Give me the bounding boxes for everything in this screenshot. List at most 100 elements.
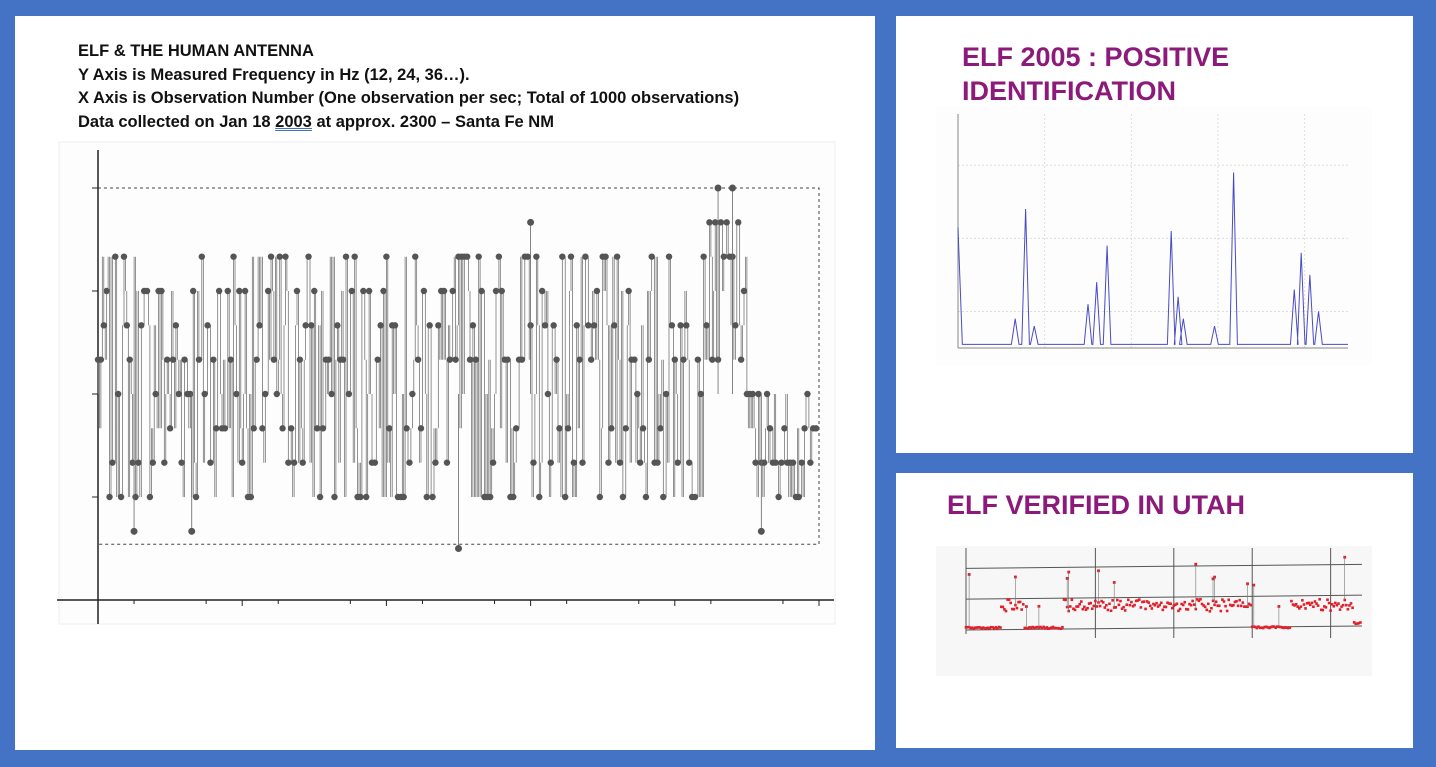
observation-point <box>642 493 650 501</box>
sample-point <box>1305 602 1309 605</box>
sample-point <box>1092 604 1096 608</box>
sample-point <box>1150 607 1154 610</box>
sample-point <box>964 626 968 629</box>
observation-point <box>319 425 327 432</box>
observation-point <box>187 390 194 398</box>
observation-point <box>409 390 416 398</box>
sample-point <box>1197 599 1201 603</box>
observation-point <box>221 425 229 432</box>
sample-point <box>1219 609 1223 613</box>
observation-point <box>293 287 301 295</box>
observation-point <box>781 425 788 432</box>
sample-point <box>1164 605 1168 609</box>
sample-point <box>1122 605 1125 609</box>
observation-point <box>795 493 803 501</box>
sample-point <box>1355 622 1359 625</box>
sample-point <box>970 626 974 630</box>
sample-point <box>1158 603 1161 607</box>
observation-point <box>547 459 554 466</box>
observation-point <box>264 287 272 295</box>
sample-point <box>1137 598 1141 601</box>
sample-point <box>986 626 990 630</box>
observation-point <box>668 322 676 329</box>
observation-point <box>804 390 811 398</box>
observation-point <box>236 287 243 295</box>
observation-point <box>412 253 419 260</box>
sample-point <box>1127 598 1130 602</box>
observation-point <box>262 390 269 398</box>
observation-point <box>192 493 200 501</box>
sample-point <box>1186 608 1190 611</box>
sample-point <box>1192 603 1196 606</box>
sample-point <box>1021 603 1025 606</box>
observation-point <box>224 287 231 295</box>
observation-point <box>602 253 609 260</box>
sample-point <box>1109 609 1113 613</box>
sample-point <box>1136 599 1140 602</box>
sample-point <box>1116 598 1119 602</box>
sample-point <box>1230 604 1234 608</box>
panel-top-right: ELF 2005 : POSITIVE IDENTIFICATION <box>896 16 1413 453</box>
sample-point <box>1058 627 1061 630</box>
observation-point <box>518 356 526 363</box>
observation-point <box>239 459 246 466</box>
sample-point <box>1119 599 1122 603</box>
observation-point <box>120 253 128 260</box>
panel-title-positive-identification: ELF 2005 : POSITIVE IDENTIFICATION <box>962 42 1230 106</box>
sample-point <box>1228 603 1232 607</box>
sample-point <box>1272 625 1276 628</box>
observation-point <box>435 322 442 329</box>
observation-point <box>149 459 156 466</box>
observation-point <box>282 253 289 260</box>
observation-point <box>735 219 742 226</box>
sample-point <box>1203 605 1207 609</box>
sample-point <box>980 627 983 630</box>
sample-point <box>978 626 982 629</box>
sample-point <box>1207 602 1210 606</box>
sample-point <box>1280 626 1284 629</box>
observation-point <box>417 425 425 432</box>
sample-point <box>1185 607 1188 611</box>
utah-background <box>936 546 1372 676</box>
sample-point <box>1056 626 1060 630</box>
sample-point <box>1232 603 1235 607</box>
sample-point <box>1076 605 1080 608</box>
observation-point <box>798 459 805 466</box>
date-suffix: at approx. 2300 – Santa Fe NM <box>311 112 554 131</box>
observation-point <box>328 390 335 398</box>
sample-point <box>1025 626 1028 630</box>
sample-point <box>1114 606 1118 609</box>
outlier-point <box>757 527 765 535</box>
sample-point <box>1271 625 1274 628</box>
sample-point <box>1340 605 1343 608</box>
observation-point <box>175 390 182 398</box>
sample-point <box>1095 605 1099 608</box>
sample-point <box>1318 597 1321 601</box>
observation-point <box>299 459 306 466</box>
sample-spike <box>1097 569 1100 573</box>
sample-point <box>1338 608 1342 611</box>
sample-point <box>1156 605 1160 608</box>
sample-point <box>981 626 985 629</box>
observation-point <box>616 459 624 466</box>
observation-point <box>426 322 433 329</box>
observation-point <box>489 459 497 466</box>
sample-spike <box>1014 575 1017 579</box>
sample-point <box>1268 626 1271 630</box>
sample-point <box>1307 601 1310 605</box>
observation-point <box>201 390 208 398</box>
sample-point <box>967 625 971 629</box>
sample-point <box>985 626 988 630</box>
sample-point <box>1210 606 1213 610</box>
observation-point <box>296 356 304 363</box>
sample-point <box>1117 603 1121 607</box>
observation-point <box>524 253 531 260</box>
sample-point <box>1028 626 1031 629</box>
sample-point <box>1297 607 1301 610</box>
observation-point <box>812 425 820 432</box>
observation-point <box>342 253 350 260</box>
sample-point <box>1263 625 1267 629</box>
sample-point <box>1244 605 1248 608</box>
sample-point <box>1261 626 1265 630</box>
observation-point <box>636 459 644 466</box>
